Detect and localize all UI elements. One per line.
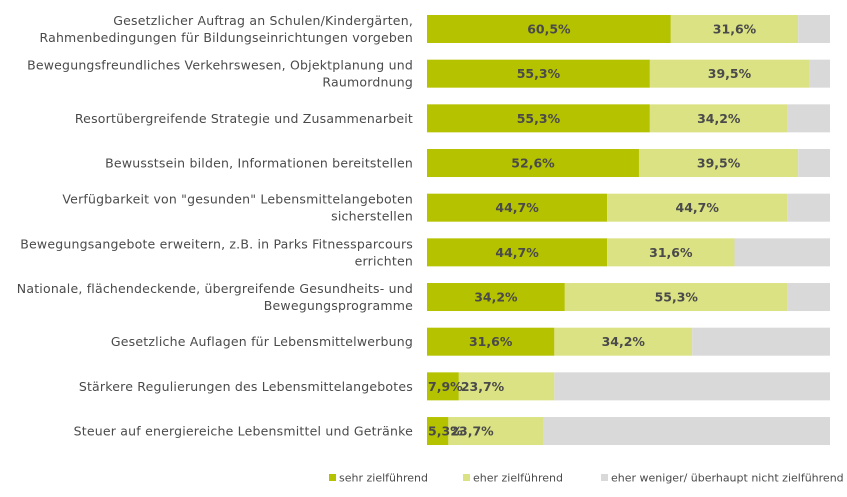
data-label: 39,5% [708, 66, 752, 81]
bar-segment-2 [448, 417, 544, 446]
legend-swatch [463, 474, 470, 481]
data-label: 31,6% [649, 245, 693, 260]
category-label: Gesetzlicher Auftrag an Schulen/Kindergä… [113, 13, 413, 28]
category-label: Stärkere Regulierungen des Lebensmittela… [79, 379, 413, 394]
data-label: 34,2% [697, 111, 741, 126]
bar-segment-1 [427, 15, 671, 43]
legend-label: sehr zielführend [339, 472, 428, 485]
category-label: Nationale, flächendeckende, übergreifend… [17, 281, 413, 296]
bar-segment-3 [809, 59, 830, 88]
data-label: 44,7% [676, 200, 720, 215]
bar-segment-2 [649, 59, 810, 88]
data-label: 34,2% [602, 334, 646, 349]
bar-segment-3 [798, 15, 830, 43]
data-label: 23,7% [450, 424, 494, 439]
data-label: 60,5% [527, 22, 571, 37]
bar-segment-2 [554, 327, 693, 356]
bar-segment-1 [427, 59, 650, 88]
category-label: sicherstellen [331, 209, 413, 224]
category-label: Bewegungsfreundliches Verkehrswesen, Obj… [27, 58, 413, 73]
category-label: Bewusstsein bilden, Informationen bereit… [105, 156, 413, 171]
category-label: Raumordnung [322, 75, 413, 90]
category-label: Gesetzliche Auflagen für Lebensmittelwer… [111, 334, 413, 349]
bar-segment-2 [607, 193, 788, 222]
data-label: 55,3% [517, 111, 561, 126]
bar-segment-3 [798, 149, 830, 178]
bar-segment-3 [554, 372, 830, 401]
category-label: Rahmenbedingungen für Bildungseinrichtun… [39, 30, 413, 45]
bar-segment-2 [458, 372, 555, 401]
category-label: Bewegungsprogramme [264, 298, 413, 313]
data-label: 7,9% [428, 379, 463, 394]
bars-layer [427, 15, 830, 446]
bar-segment-1 [427, 283, 565, 312]
category-label: Bewegungsangebote erweitern, z.B. in Par… [20, 236, 413, 251]
bar-segment-1 [427, 104, 650, 133]
category-labels: Gesetzlicher Auftrag an Schulen/Kindergä… [17, 13, 413, 439]
bar-segment-1 [427, 238, 608, 267]
data-label: 34,2% [474, 290, 518, 305]
category-label: Resortübergreifende Strategie und Zusamm… [75, 111, 413, 126]
data-label: 31,6% [469, 334, 513, 349]
bar-segment-2 [564, 283, 788, 312]
data-label: 55,3% [655, 290, 699, 305]
data-label: 52,6% [511, 156, 555, 171]
legend-swatch [329, 474, 336, 481]
bar-segment-1 [427, 417, 449, 446]
data-label: 44,7% [495, 200, 539, 215]
category-label: Steuer auf energiereiche Lebensmittel un… [74, 424, 413, 439]
bar-segment-3 [734, 238, 830, 267]
bar-segment-3 [787, 283, 830, 312]
bar-segment-3 [543, 417, 830, 446]
data-label: 55,3% [517, 66, 561, 81]
data-label: 39,5% [697, 156, 741, 171]
data-label: 44,7% [495, 245, 539, 260]
bar-segment-2 [607, 238, 735, 267]
legend: sehr zielführend eher zielführend eher wen… [329, 472, 844, 485]
bar-segment-1 [427, 149, 639, 178]
bar-segment-3 [692, 327, 830, 356]
bar-segment-2 [649, 104, 788, 133]
legend-label: eher zielführend [473, 472, 563, 485]
legend-swatch [601, 474, 608, 481]
category-label: Verfügbarkeit von "gesunden" Lebensmitte… [62, 192, 413, 207]
data-label: 5,3% [428, 424, 463, 439]
data-labels: 60,5% 31,6% 55,3% 39,5% 55,3% 34,2% 52,6% 39,5%… [428, 22, 757, 439]
bar-segment-1 [427, 193, 608, 222]
legend-label: eher weniger/ überhaupt nicht zielführen… [611, 472, 844, 485]
bar-segment-1 [427, 372, 459, 401]
data-label: 23,7% [461, 379, 505, 394]
data-label: 31,6% [713, 22, 757, 37]
bar-segment-3 [787, 104, 830, 133]
bar-segment-2 [638, 149, 799, 178]
category-label: errichten [355, 253, 413, 268]
bar-segment-3 [787, 193, 830, 222]
bar-segment-1 [427, 327, 555, 356]
bar-segment-2 [670, 15, 799, 43]
